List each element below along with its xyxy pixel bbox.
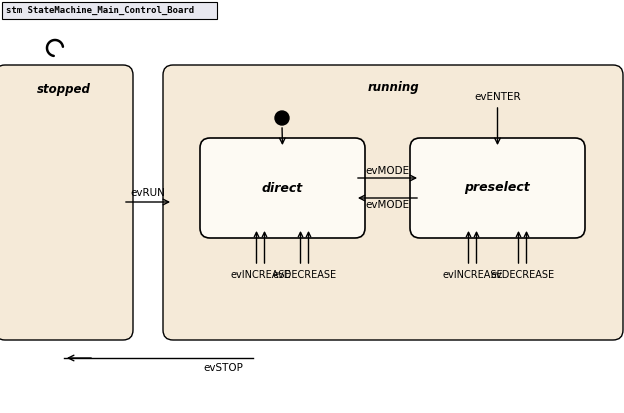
- Circle shape: [275, 111, 289, 125]
- Text: stopped: stopped: [37, 83, 91, 95]
- FancyBboxPatch shape: [2, 2, 217, 19]
- Text: evENTER: evENTER: [474, 92, 521, 102]
- Text: evMODE: evMODE: [366, 166, 409, 176]
- Text: evDECREASE: evDECREASE: [273, 270, 336, 280]
- Text: running: running: [367, 81, 419, 95]
- FancyBboxPatch shape: [163, 65, 623, 340]
- Text: evINCREASE: evINCREASE: [230, 270, 291, 280]
- Text: evSTOP: evSTOP: [203, 363, 243, 373]
- FancyBboxPatch shape: [0, 65, 133, 340]
- FancyBboxPatch shape: [200, 138, 365, 238]
- Text: stm StateMachine_Main_Control_Board: stm StateMachine_Main_Control_Board: [6, 6, 194, 15]
- Text: evDECREASE: evDECREASE: [490, 270, 555, 280]
- Text: direct: direct: [262, 181, 303, 195]
- Text: preselect: preselect: [465, 181, 530, 195]
- Text: evRUN: evRUN: [130, 188, 165, 198]
- Text: evMODE: evMODE: [366, 200, 409, 210]
- FancyBboxPatch shape: [410, 138, 585, 238]
- Text: evINCREASE: evINCREASE: [442, 270, 503, 280]
